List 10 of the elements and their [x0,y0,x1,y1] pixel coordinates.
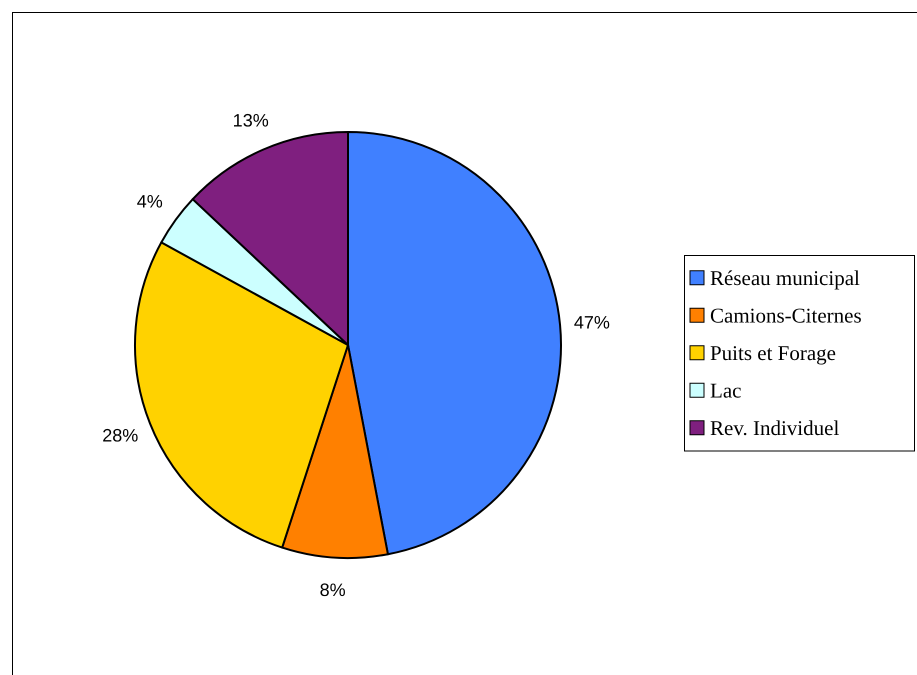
legend-label: Réseau municipal [710,266,860,290]
data-label: 13% [232,110,269,130]
legend-label: Lac [710,378,742,403]
data-label: 4% [136,191,163,212]
legend-label: Camions-Citernes [710,304,862,328]
legend-label: Rev. Individuel [710,416,840,440]
data-label: 8% [320,580,346,600]
legend-label: Puits et Forage [710,341,836,366]
data-label: 47% [574,312,610,332]
data-label: 28% [102,425,138,446]
